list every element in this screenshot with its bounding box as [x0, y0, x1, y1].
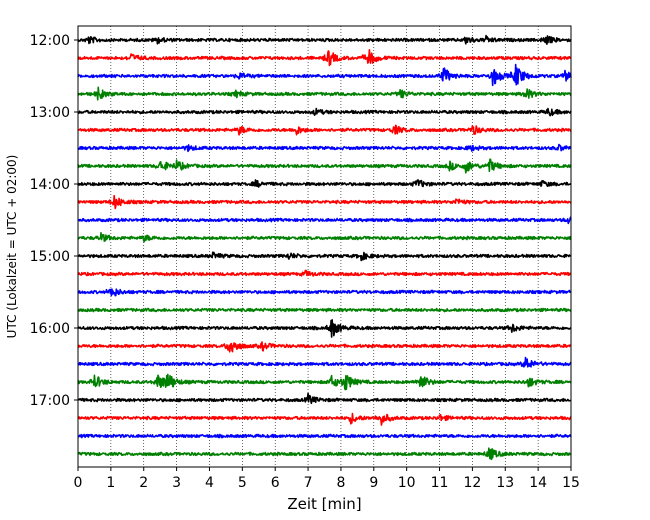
x-axis-label: Zeit [min]: [287, 495, 361, 513]
x-tick-label: 15: [562, 475, 580, 491]
trace-1600: [77, 319, 572, 338]
trace-1230: [77, 63, 572, 87]
trace-1245: [77, 86, 572, 101]
y-axis-ticks: 12:00 13:00 14:00 15:00 16:00 17:00: [30, 33, 78, 409]
y-tick-label: 17:00: [30, 393, 70, 409]
trace-1700: [77, 392, 572, 405]
trace-1515: [77, 269, 572, 277]
y-tick-label: 14:00: [30, 177, 70, 193]
x-tick-label: 11: [431, 475, 449, 491]
trace-1415: [77, 194, 572, 210]
y-axis-label: UTC (Lokalzeit = UTC + 02:00): [5, 155, 19, 339]
trace-1330: [77, 143, 572, 153]
trace-1345: [77, 158, 572, 174]
trace-1530: [77, 288, 572, 297]
x-tick-label: 0: [74, 475, 83, 491]
y-tick-label: 15:00: [30, 249, 70, 265]
x-axis-ticks: 0 1 2 3 4 5 6 7 8 9 10 11 12 13 14 15: [74, 467, 580, 491]
trace-1645: [77, 373, 572, 391]
x-tick-label: 1: [106, 475, 115, 491]
x-tick-label: 10: [398, 475, 416, 491]
trace-1445: [77, 231, 572, 243]
plot-frame: [77, 25, 572, 468]
x-tick-label: 7: [304, 475, 313, 491]
trace-1500: [77, 251, 572, 262]
trace-1215: [77, 48, 572, 67]
traces-group: [77, 34, 572, 461]
x-tick-label: 8: [336, 475, 345, 491]
trace-1615: [77, 341, 572, 353]
x-tick-label: 3: [172, 475, 181, 491]
trace-1630: [77, 356, 572, 368]
trace-1430: [77, 216, 572, 225]
trace-1715: [77, 412, 572, 426]
y-tick-label: 16:00: [30, 321, 70, 337]
x-tick-label: 14: [529, 475, 547, 491]
trace-1400: [77, 179, 572, 188]
x-tick-label: 13: [496, 475, 514, 491]
trace-1545: [77, 307, 572, 313]
trace-1300: [77, 107, 572, 117]
trace-1730: [77, 433, 572, 439]
trace-1200: [77, 34, 572, 45]
x-tick-label: 9: [369, 475, 378, 491]
trace-1315: [77, 124, 572, 136]
x-tick-label: 6: [271, 475, 280, 491]
x-tick-label: 4: [205, 475, 214, 491]
y-tick-label: 12:00: [30, 33, 70, 49]
y-tick-label: 13:00: [30, 105, 70, 121]
x-tick-label: 2: [139, 475, 148, 491]
x-tick-label: 12: [463, 475, 481, 491]
trace-1745: [77, 447, 572, 461]
x-tick-label: 5: [238, 475, 247, 491]
